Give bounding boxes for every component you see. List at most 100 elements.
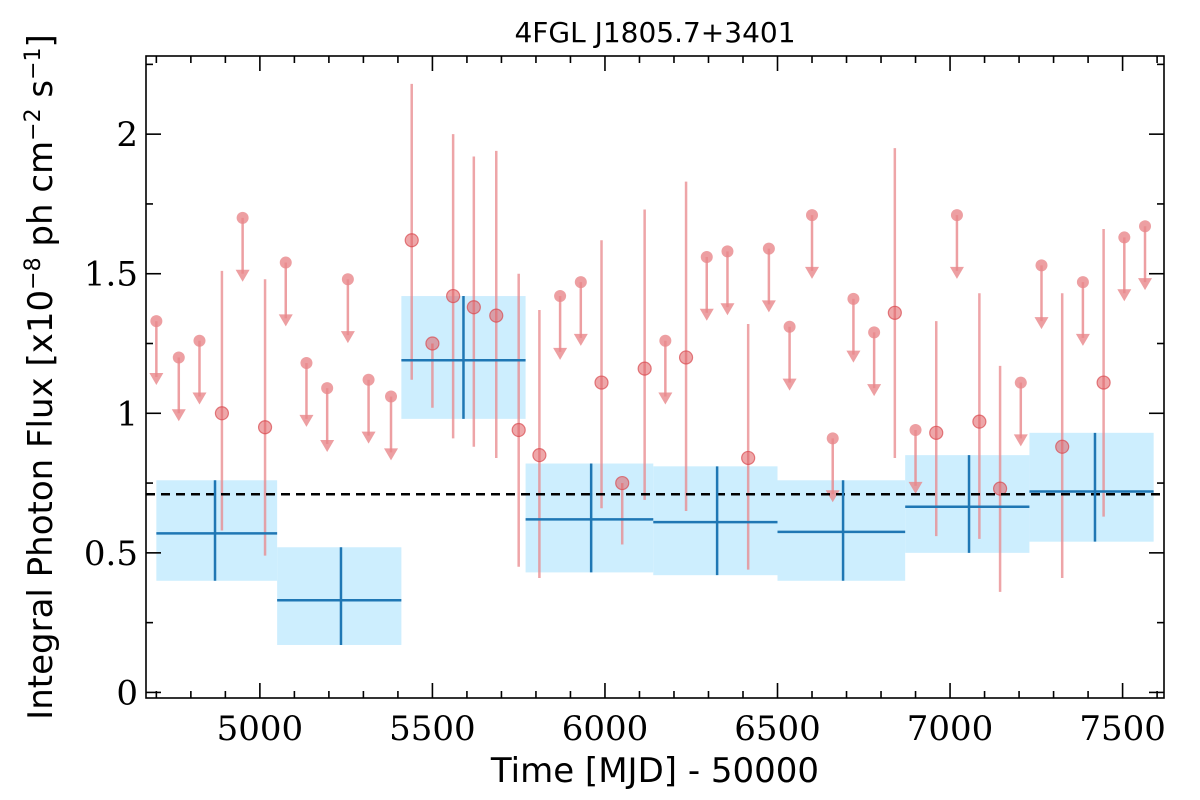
upper-limit-point xyxy=(172,351,185,364)
upper-limit-arrow xyxy=(805,266,820,279)
upper-limit-point xyxy=(868,326,881,339)
short-bin-point xyxy=(992,481,1008,496)
upper-limit-arrow xyxy=(658,392,673,405)
upper-limit-arrow xyxy=(782,378,797,391)
upper-limit-arrow xyxy=(1034,317,1049,330)
y-tick-label: 1.5 xyxy=(84,255,138,295)
upper-limit-arrow xyxy=(361,431,376,444)
short-bin-point xyxy=(1096,375,1111,390)
x-tick-label: 5500 xyxy=(389,709,476,749)
upper-limit-point xyxy=(193,334,206,347)
short-bin-point xyxy=(511,422,526,438)
short-bin-points xyxy=(149,83,1153,592)
upper-limit-point xyxy=(762,242,775,255)
long-bin-box xyxy=(1029,432,1154,542)
upper-limit-point xyxy=(1139,220,1152,233)
short-bin-point xyxy=(466,300,481,315)
upper-limit-point xyxy=(385,390,398,403)
upper-limit-point xyxy=(1035,259,1048,272)
short-bin-point xyxy=(425,336,440,351)
long-bin-box xyxy=(777,480,906,581)
upper-limit-arrow xyxy=(340,331,355,344)
upper-limit-arrow xyxy=(720,303,735,316)
upper-limit-point xyxy=(659,334,672,347)
short-bin-point xyxy=(929,425,944,440)
x-tick-label: 6000 xyxy=(562,709,649,749)
upper-limit-point xyxy=(150,315,163,328)
short-bin-point xyxy=(404,233,419,248)
short-bin-point xyxy=(615,475,630,491)
upper-limit-point xyxy=(721,245,734,258)
upper-limit-arrow xyxy=(1138,278,1153,291)
upper-limit-point xyxy=(341,273,354,286)
long-bin-box xyxy=(905,455,1030,553)
upper-limit-point xyxy=(909,424,922,437)
upper-limit-arrow xyxy=(235,269,250,282)
axis-ticks xyxy=(146,56,1164,698)
upper-limit-point xyxy=(236,211,249,224)
upper-limit-point xyxy=(1014,376,1027,389)
short-bin-point xyxy=(594,375,609,390)
short-bin-point xyxy=(489,308,504,323)
upper-limit-arrow xyxy=(949,266,964,279)
upper-limit-point xyxy=(847,292,860,305)
upper-limit-arrow xyxy=(908,481,923,494)
short-bin-point xyxy=(446,288,461,304)
upper-limit-point xyxy=(362,373,375,386)
upper-limit-arrow xyxy=(192,392,207,405)
axes-frame xyxy=(145,55,1165,699)
upper-limit-point xyxy=(279,256,292,269)
upper-limit-point xyxy=(574,276,587,289)
short-bin-point xyxy=(972,414,987,429)
upper-limit-arrow xyxy=(553,347,568,360)
upper-limit-point xyxy=(826,432,839,445)
long-bin-box xyxy=(653,466,778,576)
long-bin-box xyxy=(277,547,402,645)
short-bin-point xyxy=(214,406,230,421)
upper-limit-point xyxy=(1118,231,1131,244)
long-bin-box xyxy=(156,480,278,581)
upper-limit-arrow xyxy=(846,350,861,363)
long-bin-markers xyxy=(156,296,1154,645)
upper-limit-arrow xyxy=(699,308,714,321)
upper-limit-point xyxy=(700,250,713,263)
y-tick-label: 1 xyxy=(116,394,138,434)
long-bin-boxes xyxy=(156,296,1154,645)
x-tick-label: 6500 xyxy=(734,709,821,749)
upper-limit-point xyxy=(950,209,963,222)
x-tick-labels: 5000 5500 6000 6500 7000 7500 xyxy=(217,709,1166,749)
upper-limit-arrow xyxy=(1013,434,1028,447)
short-bin-point xyxy=(741,450,756,466)
upper-limit-arrow xyxy=(278,314,293,327)
upper-limit-arrow xyxy=(320,439,335,452)
x-tick-label: 7000 xyxy=(907,709,994,749)
upper-limit-arrow xyxy=(761,300,776,313)
upper-limit-point xyxy=(783,320,796,333)
y-tick-label: 0 xyxy=(116,673,138,713)
upper-limit-point xyxy=(1076,276,1089,289)
axes-box xyxy=(145,55,1165,699)
upper-limit-point xyxy=(554,290,567,303)
x-tick-label: 7500 xyxy=(1079,709,1166,749)
short-bin-point xyxy=(678,350,694,365)
upper-limit-arrow xyxy=(149,373,164,385)
upper-limit-arrow xyxy=(1075,333,1090,346)
short-bin-point xyxy=(257,420,273,435)
short-bin-point xyxy=(1055,439,1070,454)
y-tick-label: 0.5 xyxy=(84,534,138,574)
short-bin-point xyxy=(887,305,902,320)
chart-title: 4FGL J1805.7+3401 xyxy=(514,16,795,49)
long-bin-box xyxy=(525,463,654,573)
x-axis-label: Time [MJD] - 50000 xyxy=(490,751,819,791)
upper-limit-arrow xyxy=(171,409,186,422)
y-tick-labels: 0 0.5 1 1.5 2 xyxy=(84,115,138,713)
y-tick-label: 2 xyxy=(116,115,138,155)
upper-limit-arrow xyxy=(573,333,588,346)
x-tick-label: 5000 xyxy=(217,709,304,749)
short-bin-point xyxy=(532,448,547,463)
upper-limit-point xyxy=(300,357,313,370)
upper-limit-arrow xyxy=(1117,289,1132,302)
y-axis-label: Integral Photon Flux [x10−8 ph cm−2 s−1] xyxy=(21,34,62,720)
upper-limit-arrow xyxy=(299,414,314,427)
short-bin-point xyxy=(637,361,652,376)
